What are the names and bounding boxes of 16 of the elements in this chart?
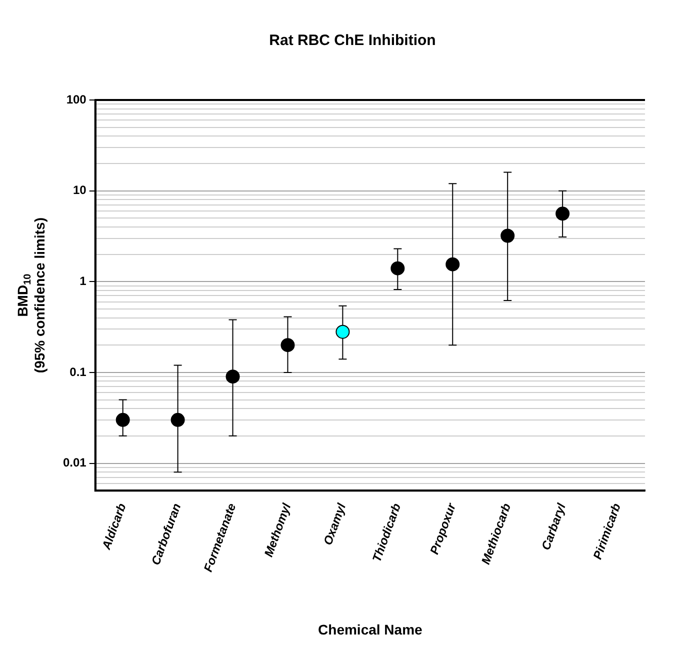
point bbox=[446, 257, 460, 272]
y-tick-label: 1 bbox=[80, 274, 87, 288]
point bbox=[226, 370, 240, 384]
point bbox=[390, 261, 405, 276]
y-tick-label: 10 bbox=[72, 183, 87, 198]
y-tick-label: 100 bbox=[66, 92, 87, 106]
x-axis-title: Chemical Name bbox=[318, 621, 423, 638]
point bbox=[116, 412, 130, 427]
point bbox=[336, 324, 350, 339]
y-tick-label: 0.1 bbox=[70, 364, 87, 379]
point bbox=[170, 412, 185, 427]
y-tick-label: 0.01 bbox=[62, 456, 87, 470]
point bbox=[280, 338, 295, 352]
chart-title: Rat RBC ChE Inhibition bbox=[269, 32, 436, 50]
point bbox=[500, 228, 515, 243]
point bbox=[556, 206, 570, 221]
